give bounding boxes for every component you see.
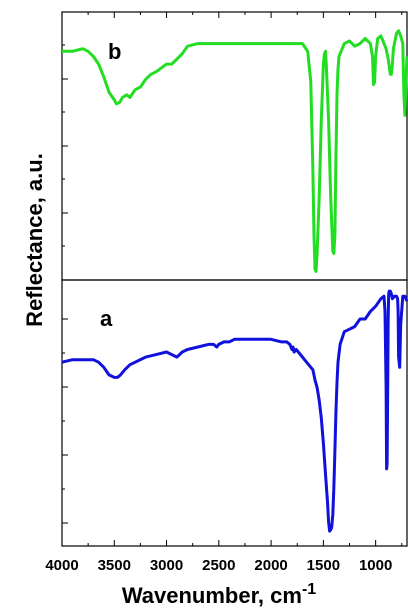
- x-tick-label: 3000: [150, 557, 183, 574]
- y-axis-title: Reflectance, a.u.: [22, 153, 47, 327]
- x-tick-label: 4000: [45, 557, 78, 574]
- x-tick-labels: 4000 3500 3000 2500 2000 1500 1000: [45, 557, 392, 574]
- x-tick-label: 3500: [98, 557, 131, 574]
- series-line-b: [62, 29, 408, 273]
- x-tick-label: 1500: [307, 557, 340, 574]
- panel-label-b: b: [108, 39, 121, 64]
- x-tick-label: 1000: [359, 557, 392, 574]
- x-axis-title-main: Wavenumber, cm: [122, 583, 302, 608]
- series-line-a: [61, 289, 408, 533]
- x-tick-label: 2000: [254, 557, 287, 574]
- panel-a-frame: [61, 279, 408, 547]
- x-axis-title: Wavenumber, cm-1: [122, 581, 316, 608]
- axis-ticks: [61, 11, 403, 546]
- panel-label-a: a: [100, 306, 113, 331]
- x-tick-label: 2500: [202, 557, 235, 574]
- x-axis-title-superscript: -1: [302, 581, 316, 598]
